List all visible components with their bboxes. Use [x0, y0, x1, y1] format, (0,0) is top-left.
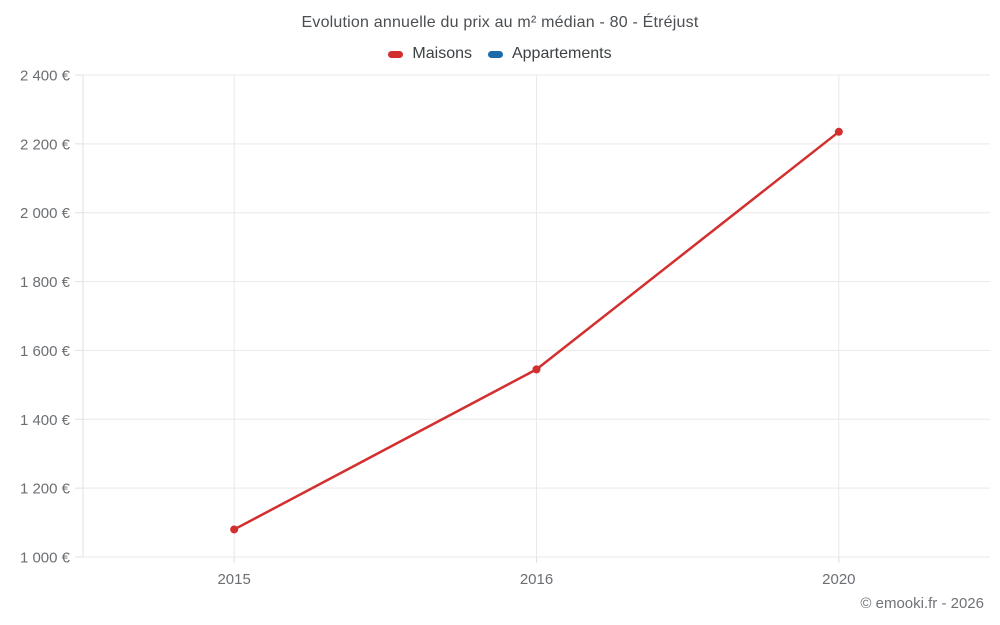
maisons-legend-label: Maisons — [412, 45, 472, 62]
data-point-maisons-2016[interactable] — [532, 365, 541, 374]
appartements-series-swatch — [487, 50, 503, 58]
data-point-maisons-2015[interactable] — [230, 525, 239, 534]
chart-title: Evolution annuelle du prix au m² médian … — [301, 14, 699, 31]
copyright-credit: © emooki.fr - 2026 — [860, 595, 984, 612]
y-axis-label: 2 400 € — [20, 68, 71, 85]
y-axis-label: 1 600 € — [20, 343, 71, 360]
y-axis-label: 2 000 € — [20, 205, 71, 222]
data-point-maisons-2020[interactable] — [834, 127, 843, 136]
y-axis-label: 1 200 € — [20, 481, 71, 498]
x-axis-label: 2016 — [520, 571, 553, 588]
legend-item-maisons[interactable]: Maisons — [388, 45, 472, 63]
legend-item-appartements[interactable]: Appartements — [487, 45, 612, 63]
x-axis-label: 2020 — [822, 571, 855, 588]
y-axis-label: 1 800 € — [20, 274, 71, 291]
y-axis-label: 1 000 € — [20, 550, 71, 567]
y-axis-label: 1 400 € — [20, 412, 71, 429]
y-axis-label: 2 200 € — [20, 136, 71, 153]
appartements-legend-label: Appartements — [511, 45, 612, 62]
chart-legend: Maisons Appartements — [0, 45, 1000, 63]
x-axis-label: 2015 — [217, 571, 250, 588]
maisons-series-swatch — [388, 50, 404, 58]
